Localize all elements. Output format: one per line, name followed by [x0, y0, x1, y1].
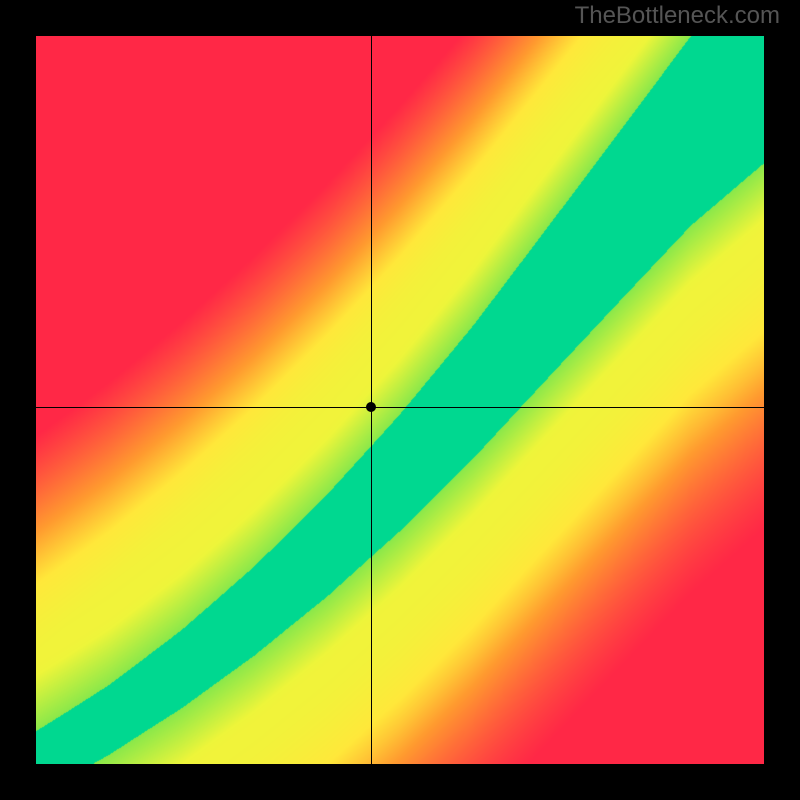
crosshair-horizontal [36, 407, 764, 408]
crosshair-marker [366, 402, 376, 412]
crosshair-vertical [371, 36, 372, 764]
watermark-text: TheBottleneck.com [575, 2, 780, 30]
chart-container: TheBottleneck.com [0, 0, 800, 800]
plot-area [36, 36, 764, 764]
heatmap-canvas [36, 36, 764, 764]
